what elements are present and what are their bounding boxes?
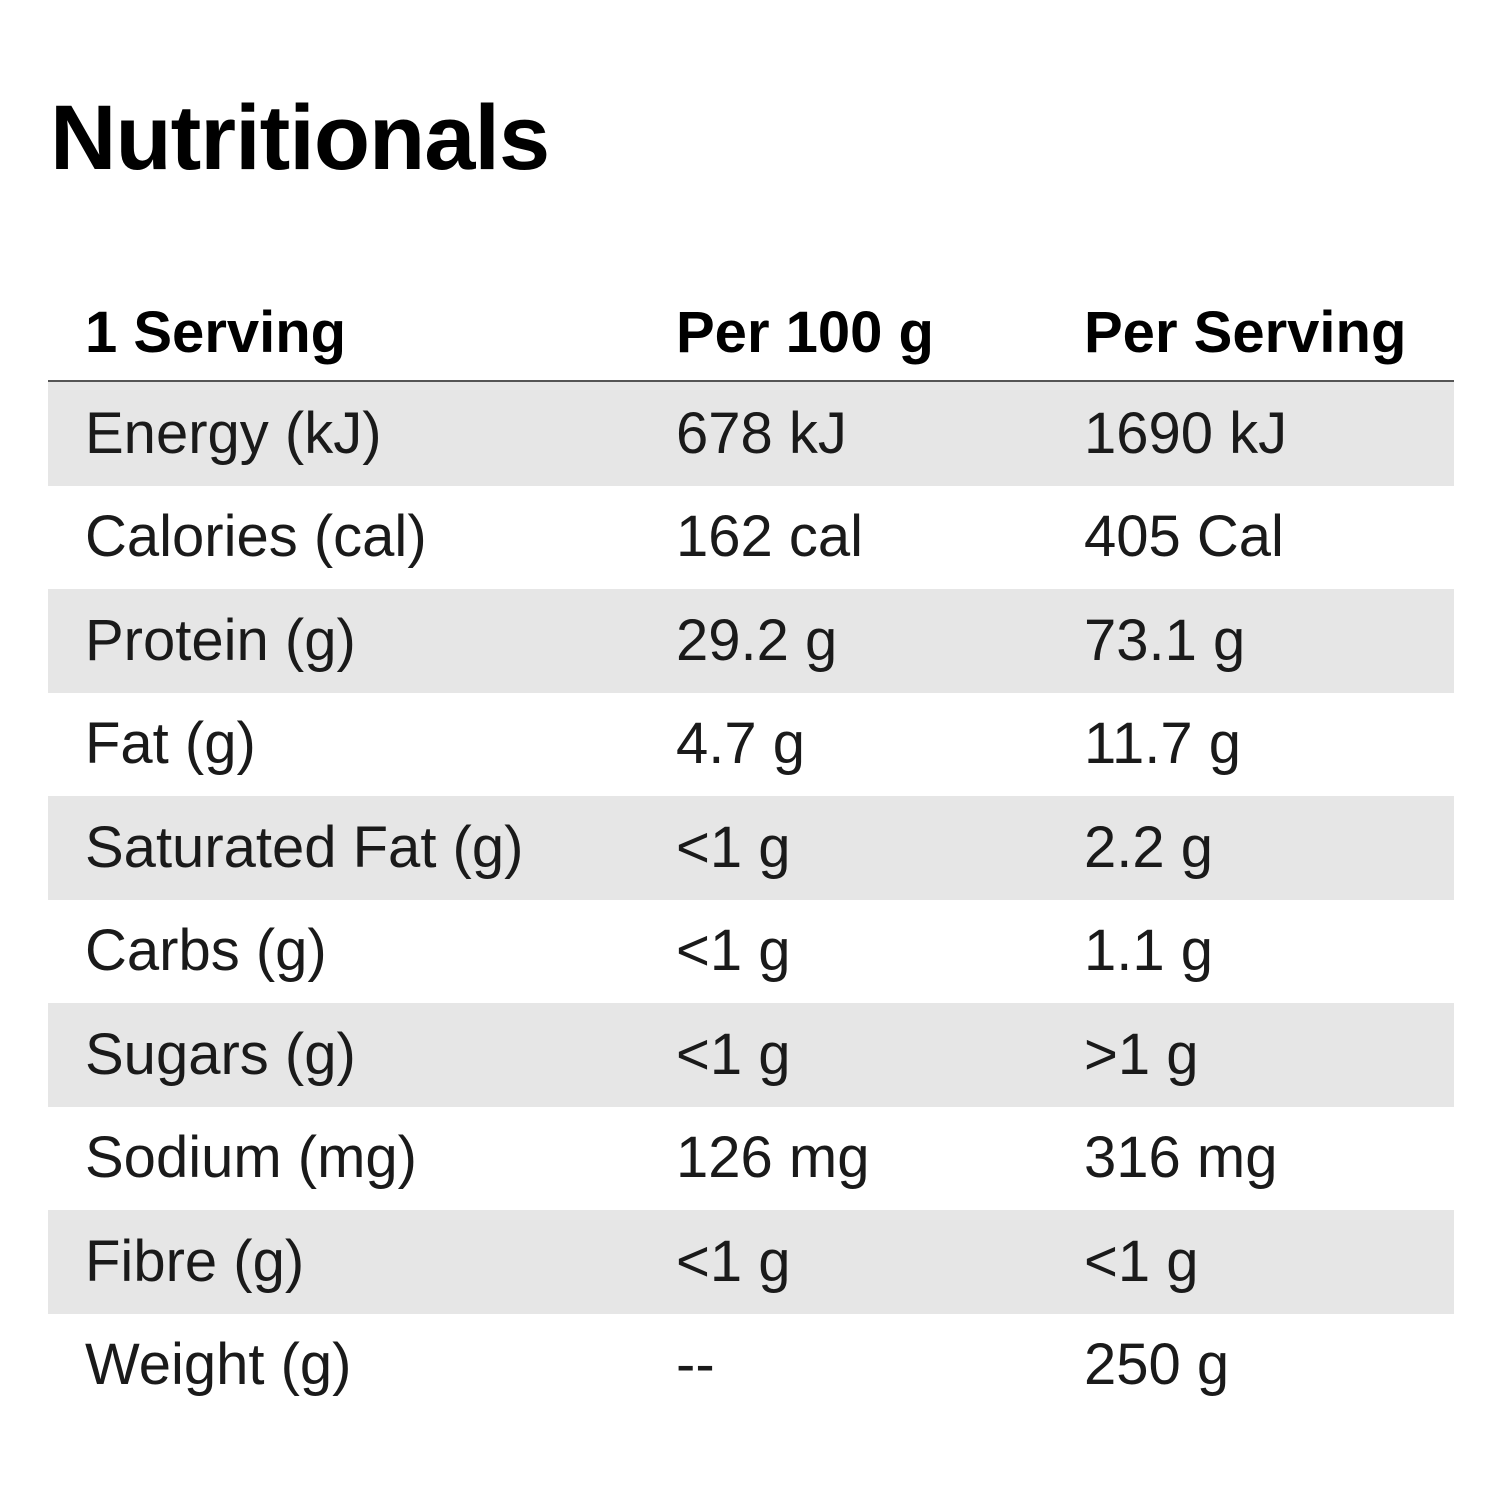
header-per-100g: Per 100 g <box>676 300 934 365</box>
table-row: Protein (g) 29.2 g 73.1 g <box>48 589 1454 693</box>
table-row: Calories (cal) 162 cal 405 Cal <box>48 486 1454 590</box>
row-label: Calories (cal) <box>85 504 427 570</box>
page-title: Nutritionals <box>50 87 550 189</box>
nutrition-table: 1 Serving Per 100 g Per Serving Energy (… <box>48 278 1454 1417</box>
row-label: Energy (kJ) <box>85 400 382 466</box>
row-label: Fat (g) <box>85 711 256 777</box>
table-row: Weight (g) -- 250 g <box>48 1314 1454 1418</box>
row-per-100g: 29.2 g <box>676 607 838 673</box>
row-per-100g: <1 g <box>676 918 791 984</box>
row-per-100g: 162 cal <box>676 504 864 570</box>
row-per-serving: 2.2 g <box>1084 814 1213 880</box>
row-label: Protein (g) <box>85 607 356 673</box>
row-per-100g: <1 g <box>676 814 791 880</box>
row-per-100g: 4.7 g <box>676 711 805 777</box>
table-row: Saturated Fat (g) <1 g 2.2 g <box>48 796 1454 900</box>
table-row: Sodium (mg) 126 mg 316 mg <box>48 1107 1454 1211</box>
table-row: Fibre (g) <1 g <1 g <box>48 1210 1454 1314</box>
table-row: Energy (kJ) 678 kJ 1690 kJ <box>48 382 1454 486</box>
row-per-100g: 678 kJ <box>676 400 847 466</box>
row-per-serving: 11.7 g <box>1084 711 1241 777</box>
row-label: Sugars (g) <box>85 1021 356 1087</box>
row-label: Carbs (g) <box>85 918 327 984</box>
row-per-serving: <1 g <box>1084 1228 1199 1294</box>
row-per-100g: <1 g <box>676 1021 791 1087</box>
row-label: Saturated Fat (g) <box>85 814 524 880</box>
row-per-100g: -- <box>676 1332 715 1398</box>
row-per-100g: 126 mg <box>676 1125 870 1191</box>
table-row: Carbs (g) <1 g 1.1 g <box>48 900 1454 1004</box>
row-per-serving: 316 mg <box>1084 1125 1278 1191</box>
row-per-serving: >1 g <box>1084 1021 1199 1087</box>
table-row: Fat (g) 4.7 g 11.7 g <box>48 693 1454 797</box>
row-per-100g: <1 g <box>676 1228 791 1294</box>
row-label: Fibre (g) <box>85 1228 305 1294</box>
row-per-serving: 1690 kJ <box>1084 400 1288 466</box>
row-per-serving: 405 Cal <box>1084 504 1284 570</box>
row-per-serving: 73.1 g <box>1084 607 1246 673</box>
row-per-serving: 1.1 g <box>1084 918 1213 984</box>
row-label: Weight (g) <box>85 1332 352 1398</box>
table-row: Sugars (g) <1 g >1 g <box>48 1003 1454 1107</box>
row-label: Sodium (mg) <box>85 1125 417 1191</box>
header-serving: 1 Serving <box>85 300 347 365</box>
header-per-serving: Per Serving <box>1084 300 1407 365</box>
row-per-serving: 250 g <box>1084 1332 1230 1398</box>
table-header: 1 Serving Per 100 g Per Serving <box>48 278 1454 382</box>
